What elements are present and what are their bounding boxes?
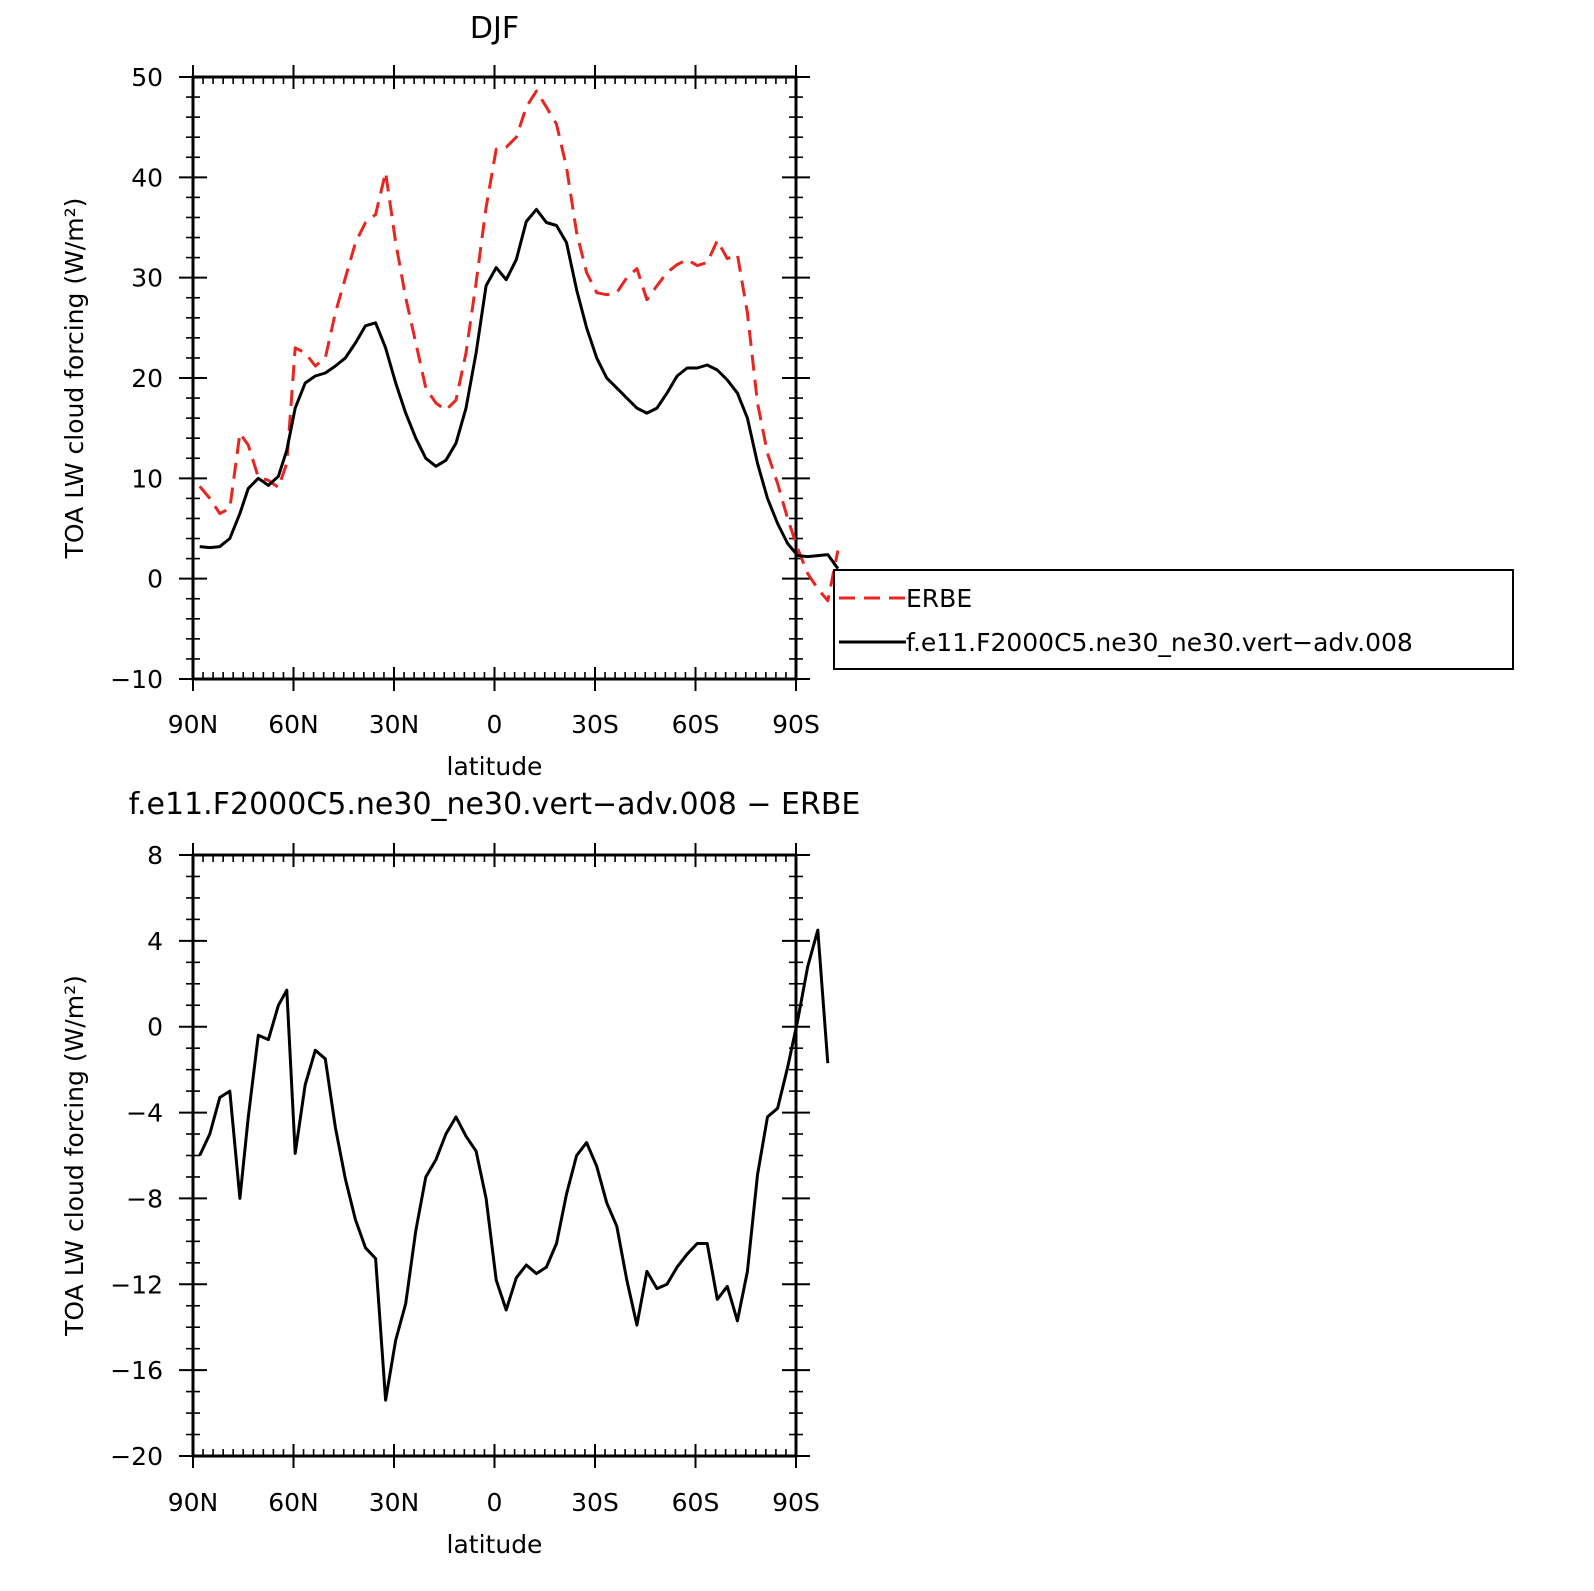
x-tick-label: 30N (369, 1488, 420, 1517)
x-tick-label: 60S (672, 1488, 720, 1517)
y-axis-label: TOA LW cloud forcing (W/m²) (60, 975, 89, 1337)
x-tick-label: 90S (772, 710, 820, 739)
y-tick-label: −16 (110, 1356, 163, 1385)
top-panel: DJF 90N 60N 30N 0 30S 60S 90S −10 0 10 20 30 40 50 lati… (60, 11, 840, 781)
x-axis-label: latitude (447, 1530, 543, 1559)
y-tick-label: 50 (131, 63, 163, 92)
x-tick-label: 30S (571, 1488, 619, 1517)
bottom-panel: f.e11.F2000C5.ne30_ne30.vert−adv.008 − E… (60, 787, 860, 1559)
x-tick-label: 90N (168, 1488, 219, 1517)
x-tick-label: 0 (487, 710, 503, 739)
x-tick-label: 30N (369, 710, 420, 739)
y-tick-label: 10 (131, 464, 163, 493)
difference-series-line (198, 928, 830, 1402)
x-tick-label: 60N (268, 1488, 319, 1517)
plot-frame (191, 75, 798, 681)
x-tick-label: 90S (772, 1488, 820, 1517)
series-line-erbe (198, 89, 840, 603)
legend-label: f.e11.F2000C5.ne30_ne30.vert−adv.008 (906, 628, 1413, 657)
y-tick-label: 20 (131, 364, 163, 393)
plot-frame (191, 853, 798, 1458)
x-axis-label: latitude (447, 752, 543, 781)
y-tick-label: 40 (131, 163, 163, 192)
chart-title: DJF (470, 11, 519, 46)
y-tick-label: −4 (126, 1099, 163, 1128)
x-tick-label: 60N (268, 710, 319, 739)
series-line-model (199, 207, 840, 570)
y-tick-label: 0 (147, 565, 163, 594)
y-tick-label: 4 (147, 927, 163, 956)
y-tick-label: −10 (110, 665, 163, 694)
y-tick-label: 0 (147, 1013, 163, 1042)
chart-title: f.e11.F2000C5.ne30_ne30.vert−adv.008 − E… (129, 787, 861, 822)
legend-box (833, 569, 1514, 670)
legend-label: ERBE (906, 584, 972, 613)
x-tick-label: 90N (168, 710, 219, 739)
legend: ERBE f.e11.F2000C5.ne30_ne30.vert−adv.008 (833, 569, 1514, 670)
x-tick-label: 30S (571, 710, 619, 739)
x-tick-label: 60S (672, 710, 720, 739)
y-tick-label: −8 (126, 1184, 163, 1213)
y-tick-label: −12 (110, 1270, 163, 1299)
y-axis-label: TOA LW cloud forcing (W/m²) (60, 198, 89, 560)
x-tick-label: 0 (487, 1488, 503, 1517)
y-tick-label: 8 (147, 841, 163, 870)
y-tick-label: −20 (110, 1442, 163, 1471)
y-tick-label: 30 (131, 264, 163, 293)
